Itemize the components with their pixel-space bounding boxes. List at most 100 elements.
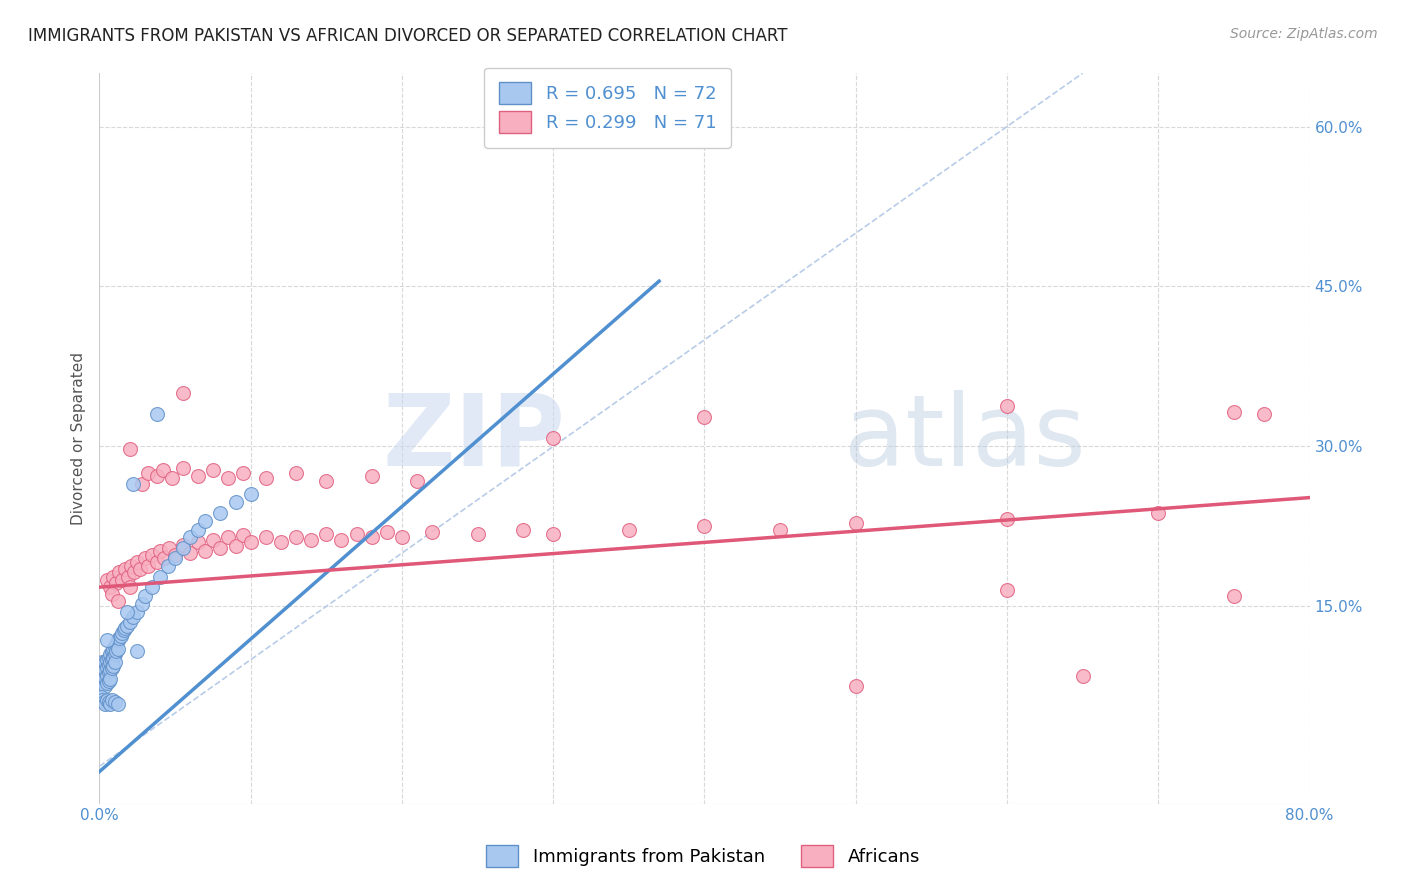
Legend: Immigrants from Pakistan, Africans: Immigrants from Pakistan, Africans xyxy=(478,838,928,874)
Point xyxy=(131,476,153,491)
Point xyxy=(93,658,115,673)
Point xyxy=(172,537,194,551)
Point xyxy=(845,516,868,531)
Point xyxy=(93,676,115,690)
Point xyxy=(96,653,118,667)
Point xyxy=(111,626,134,640)
Point xyxy=(115,618,138,632)
Point xyxy=(103,648,125,662)
Point xyxy=(157,541,180,555)
Point xyxy=(285,466,308,480)
Point xyxy=(98,648,121,662)
Point xyxy=(91,665,114,680)
Point xyxy=(114,621,136,635)
Point xyxy=(360,469,382,483)
Point xyxy=(96,573,118,587)
Point xyxy=(541,431,564,445)
Point xyxy=(107,594,129,608)
Point xyxy=(101,569,124,583)
Point xyxy=(107,642,129,657)
Point xyxy=(101,659,124,673)
Point xyxy=(239,535,262,549)
Y-axis label: Divorced or Separated: Divorced or Separated xyxy=(72,352,86,524)
Point xyxy=(98,672,121,686)
Point xyxy=(97,650,120,665)
Point xyxy=(270,535,292,549)
Point xyxy=(315,526,337,541)
Point xyxy=(105,637,128,651)
Point xyxy=(134,551,156,566)
Point xyxy=(103,655,125,669)
Point xyxy=(232,466,254,480)
Point xyxy=(101,642,124,657)
Point xyxy=(114,562,136,576)
Point xyxy=(94,655,117,669)
Point xyxy=(201,463,224,477)
Point xyxy=(391,530,413,544)
Point xyxy=(149,544,172,558)
Point xyxy=(98,655,121,669)
Point xyxy=(96,633,118,648)
Point xyxy=(100,644,122,658)
Point xyxy=(141,548,163,562)
Point xyxy=(105,575,128,590)
Point xyxy=(117,569,139,583)
Point xyxy=(127,605,149,619)
Point xyxy=(512,523,534,537)
Point xyxy=(187,469,209,483)
Point xyxy=(346,526,368,541)
Point xyxy=(103,640,125,654)
Point xyxy=(98,663,121,677)
Point xyxy=(254,471,277,485)
Point xyxy=(127,644,149,658)
Point xyxy=(94,679,117,693)
Point xyxy=(100,586,122,600)
Point xyxy=(330,533,353,548)
Point xyxy=(136,466,159,480)
Point xyxy=(420,524,443,539)
Point xyxy=(179,546,201,560)
Point xyxy=(94,671,117,685)
Point xyxy=(100,693,122,707)
Point xyxy=(156,558,179,573)
Point xyxy=(98,580,121,594)
Point xyxy=(153,551,176,566)
Point xyxy=(209,506,232,520)
Point xyxy=(149,569,172,583)
Point xyxy=(1253,408,1275,422)
Point xyxy=(96,676,118,690)
Point xyxy=(120,558,142,573)
Point xyxy=(165,548,187,562)
Point xyxy=(127,555,149,569)
Point xyxy=(1223,589,1246,603)
Point xyxy=(91,693,114,707)
Point xyxy=(107,633,129,648)
Point xyxy=(146,408,169,422)
Point xyxy=(360,530,382,544)
Point xyxy=(118,442,141,456)
Point xyxy=(98,698,121,712)
Point xyxy=(541,526,564,541)
Point xyxy=(179,530,201,544)
Point xyxy=(100,653,122,667)
Point xyxy=(845,679,868,693)
Point xyxy=(131,597,153,611)
Point xyxy=(107,698,129,712)
Text: atlas: atlas xyxy=(844,390,1085,487)
Point xyxy=(122,566,145,580)
Point xyxy=(201,533,224,548)
Point xyxy=(217,530,239,544)
Point xyxy=(134,589,156,603)
Point xyxy=(217,471,239,485)
Point xyxy=(108,632,131,646)
Point xyxy=(194,544,217,558)
Point xyxy=(91,673,114,688)
Point xyxy=(115,605,138,619)
Point xyxy=(995,399,1018,413)
Point xyxy=(299,533,322,548)
Point xyxy=(96,661,118,675)
Point xyxy=(93,672,115,686)
Point xyxy=(165,551,187,566)
Point xyxy=(90,658,112,673)
Point xyxy=(93,665,115,680)
